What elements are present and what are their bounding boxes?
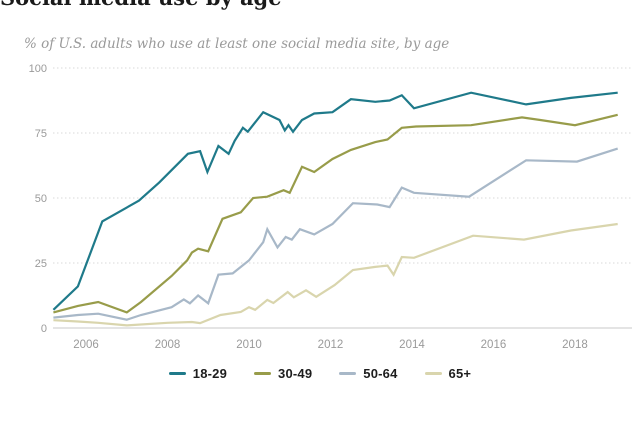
legend-item-30-49: 30-49 (254, 366, 312, 381)
x-tick-label-2010: 2010 (236, 339, 262, 351)
chart-legend: 18-29 30-49 50-64 65+ (0, 366, 640, 381)
series-line-18-29 (52, 91, 618, 311)
legend-item-18-29: 18-29 (168, 366, 228, 381)
x-tick-label-2012: 2012 (318, 339, 344, 351)
legend-item-65+: 65+ (424, 366, 472, 381)
series-line-65+ (53, 222, 618, 327)
legend-item-50-64: 50-64 (339, 366, 397, 381)
chart-title: Social media use by age (0, 0, 282, 9)
x-tick-label-2018: 2018 (562, 339, 588, 351)
x-tick-label-2014: 2014 (399, 339, 425, 351)
y-tick-label-100: 100 (29, 63, 47, 75)
y-tick-label-75: 75 (35, 128, 47, 140)
x-tick-label-2016: 2016 (481, 339, 507, 351)
legend-label-30-49: 30-49 (278, 366, 313, 381)
legend-label-65+: 65+ (448, 366, 472, 381)
series-line-50-64 (53, 147, 619, 321)
legend-swatch-18-29 (168, 372, 186, 375)
x-tick-label-2008: 2008 (155, 339, 181, 351)
legend-swatch-30-49 (254, 372, 272, 375)
legend-swatch-65+ (424, 372, 442, 375)
x-tick-label-2006: 2006 (73, 339, 99, 351)
y-tick-label-0: 0 (41, 323, 47, 335)
series-line-30-49 (53, 113, 618, 314)
legend-swatch-50-64 (339, 372, 357, 375)
y-tick-label-25: 25 (35, 258, 47, 270)
legend-label-50-64: 50-64 (363, 366, 398, 381)
y-tick-label-50: 50 (35, 193, 47, 205)
chart-subtitle: % of U.S. adults who use at least one so… (24, 36, 450, 52)
legend-label-18-29: 18-29 (192, 366, 228, 381)
